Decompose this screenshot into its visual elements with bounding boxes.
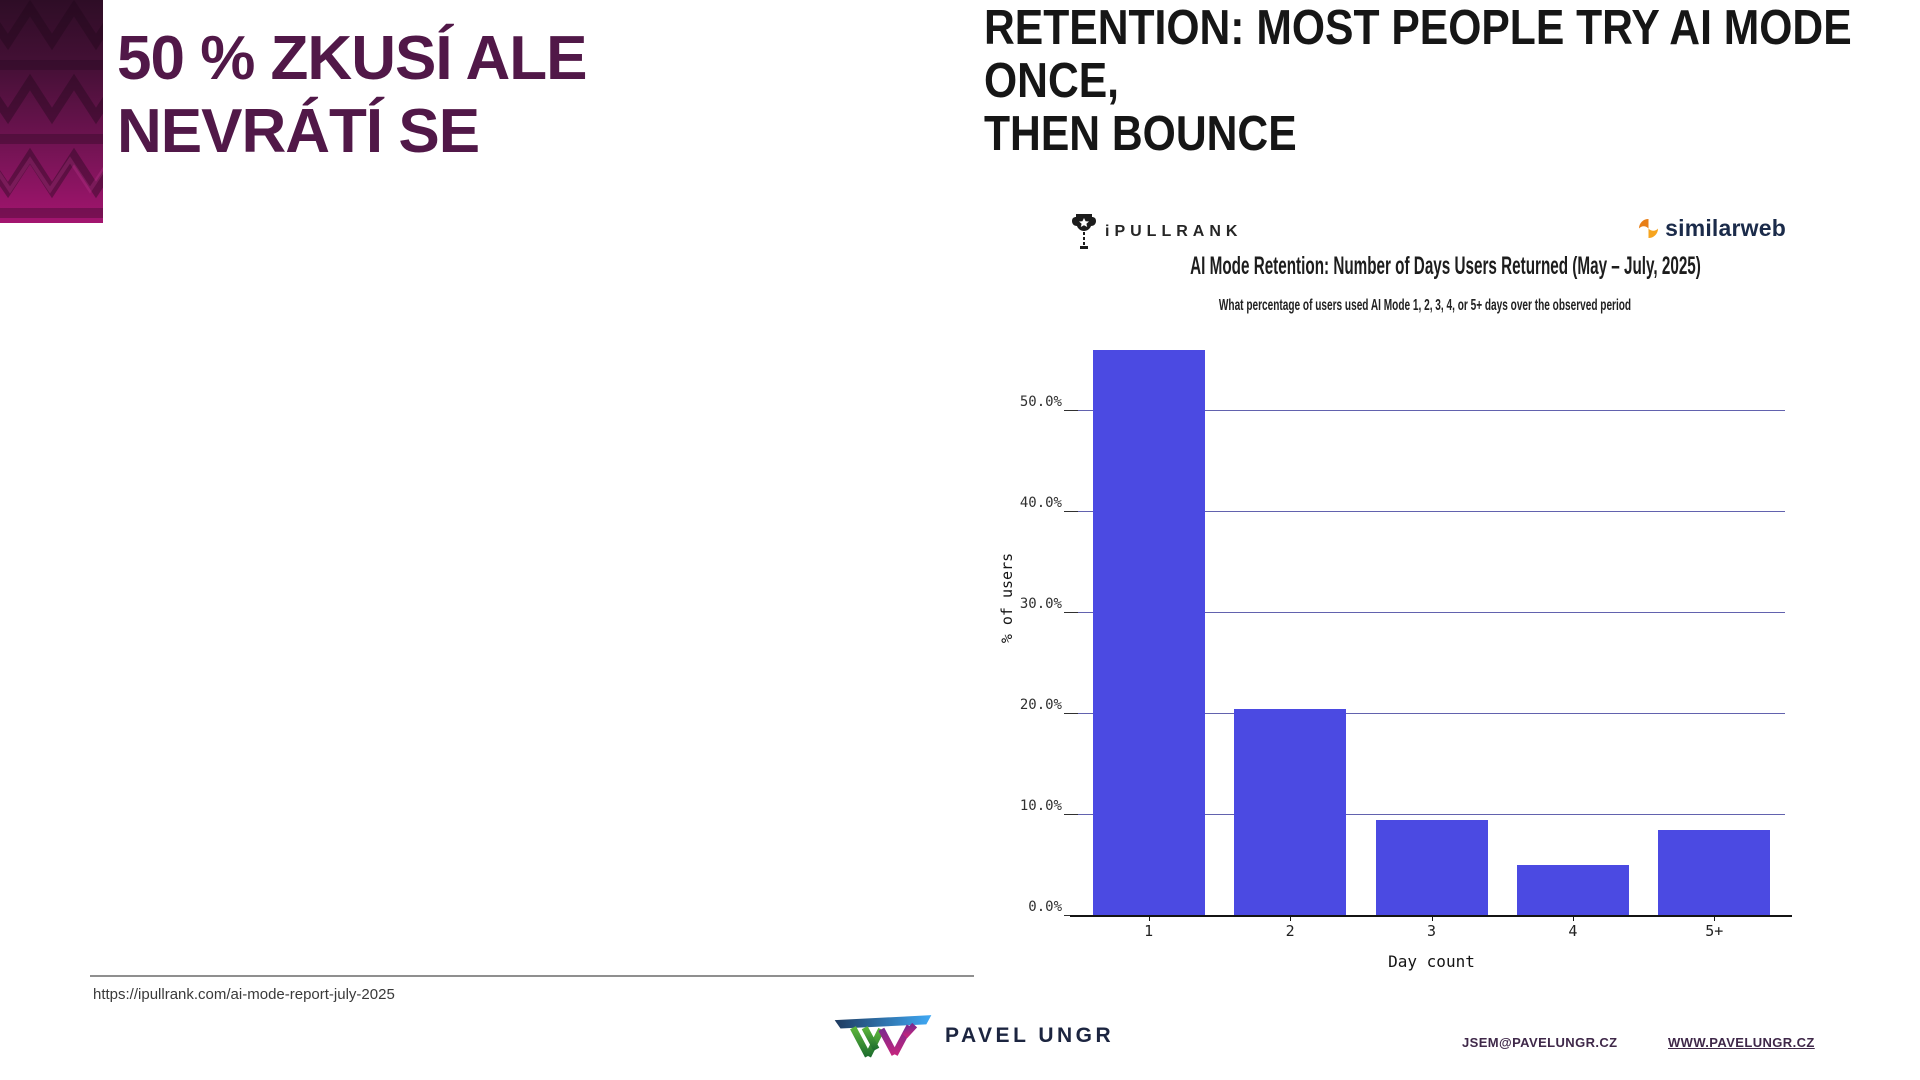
similarweb-wordmark: similarweb <box>1665 215 1786 241</box>
chart-logo-row: iPULLRANK similarweb <box>1040 209 1810 253</box>
bar-3 <box>1375 820 1488 916</box>
ipullrank-logo: iPULLRANK <box>1072 213 1242 251</box>
slide-title: 50 % ZKUSÍ ALE NEVRÁTÍ SE <box>117 22 587 168</box>
y-tick-label: 20.0% <box>1019 696 1062 713</box>
retention-bar-chart: iPULLRANK similarweb AI Mode Retention: … <box>998 195 1810 1010</box>
gridline-10 <box>1078 813 1785 815</box>
similarweb-icon <box>1639 218 1659 239</box>
brand-corner-pattern <box>0 0 103 223</box>
bar-4 <box>1516 865 1629 916</box>
section-heading-line2: THEN BOUNCE <box>984 107 1297 161</box>
plot-area: 0.0% 10.0% 20.0% 30.0% 40.0% 50.0% 1 2 3 4 5+ <box>1020 345 1792 940</box>
x-tick-mark <box>1431 916 1433 921</box>
y-tick-mark <box>1064 409 1078 411</box>
slide-title-line1: 50 % ZKUSÍ ALE <box>117 24 587 93</box>
y-axis-label: % of users <box>998 552 1016 644</box>
pavel-ungr-w-icon <box>834 1015 932 1058</box>
y-tick-mark <box>1064 510 1078 512</box>
chart-subtitle: What percentage of users used AI Mode 1,… <box>1218 297 1632 314</box>
x-tick-label: 1 <box>1144 922 1154 940</box>
y-tick-mark <box>1064 813 1078 815</box>
pavel-ungr-logo: PAVEL UNGR <box>833 1014 1114 1058</box>
footer-divider <box>90 975 974 977</box>
x-tick-label: 4 <box>1568 922 1578 940</box>
bar-5+ <box>1658 830 1771 916</box>
y-tick-mark <box>1064 712 1078 714</box>
gridline-50 <box>1078 409 1785 411</box>
x-axis-label: Day count <box>1388 952 1475 971</box>
source-url: https://ipullrank.com/ai-mode-report-jul… <box>93 986 395 1003</box>
x-tick-mark <box>1572 916 1574 921</box>
x-tick-label: 5+ <box>1705 922 1724 940</box>
y-tick-label: 40.0% <box>1019 494 1062 511</box>
website-link[interactable]: WWW.PAVELUNGR.CZ <box>1668 1035 1815 1050</box>
chart-title: AI Mode Retention: Number of Days Users … <box>1190 252 1701 280</box>
ipullrank-wordmark: iPULLRANK <box>1105 223 1243 240</box>
slide-title-line2: NEVRÁTÍ SE <box>117 97 480 166</box>
y-tick-label: 0.0% <box>1028 899 1062 915</box>
x-axis-line <box>1070 915 1792 917</box>
y-tick-label: 30.0% <box>1019 595 1062 612</box>
y-tick-mark <box>1064 611 1078 613</box>
chevron-pattern-icon <box>0 0 103 218</box>
gridline-20 <box>1078 712 1785 714</box>
x-tick-mark <box>1290 916 1292 921</box>
y-tick-label: 10.0% <box>1019 797 1062 814</box>
gridline-40 <box>1078 510 1785 512</box>
similarweb-logo: similarweb <box>1638 215 1786 242</box>
y-tick-label: 50.0% <box>1019 393 1062 410</box>
section-heading-line1: RETENTION: MOST PEOPLE TRY AI MODE ONCE, <box>984 1 1852 108</box>
bar-1 <box>1092 350 1205 916</box>
pavel-ungr-wordmark: PAVEL UNGR <box>945 1024 1115 1047</box>
trophy-icon <box>1072 214 1096 249</box>
x-tick-mark <box>1148 916 1150 921</box>
contact-email-link[interactable]: JSEM@PAVELUNGR.CZ <box>1462 1035 1618 1050</box>
x-tick-label: 2 <box>1285 922 1295 940</box>
gridline-30 <box>1078 611 1785 613</box>
section-heading: RETENTION: MOST PEOPLE TRY AI MODE ONCE,… <box>984 2 1906 161</box>
bar-2 <box>1234 708 1347 916</box>
x-tick-label: 3 <box>1426 922 1436 940</box>
x-tick-mark <box>1714 916 1716 921</box>
